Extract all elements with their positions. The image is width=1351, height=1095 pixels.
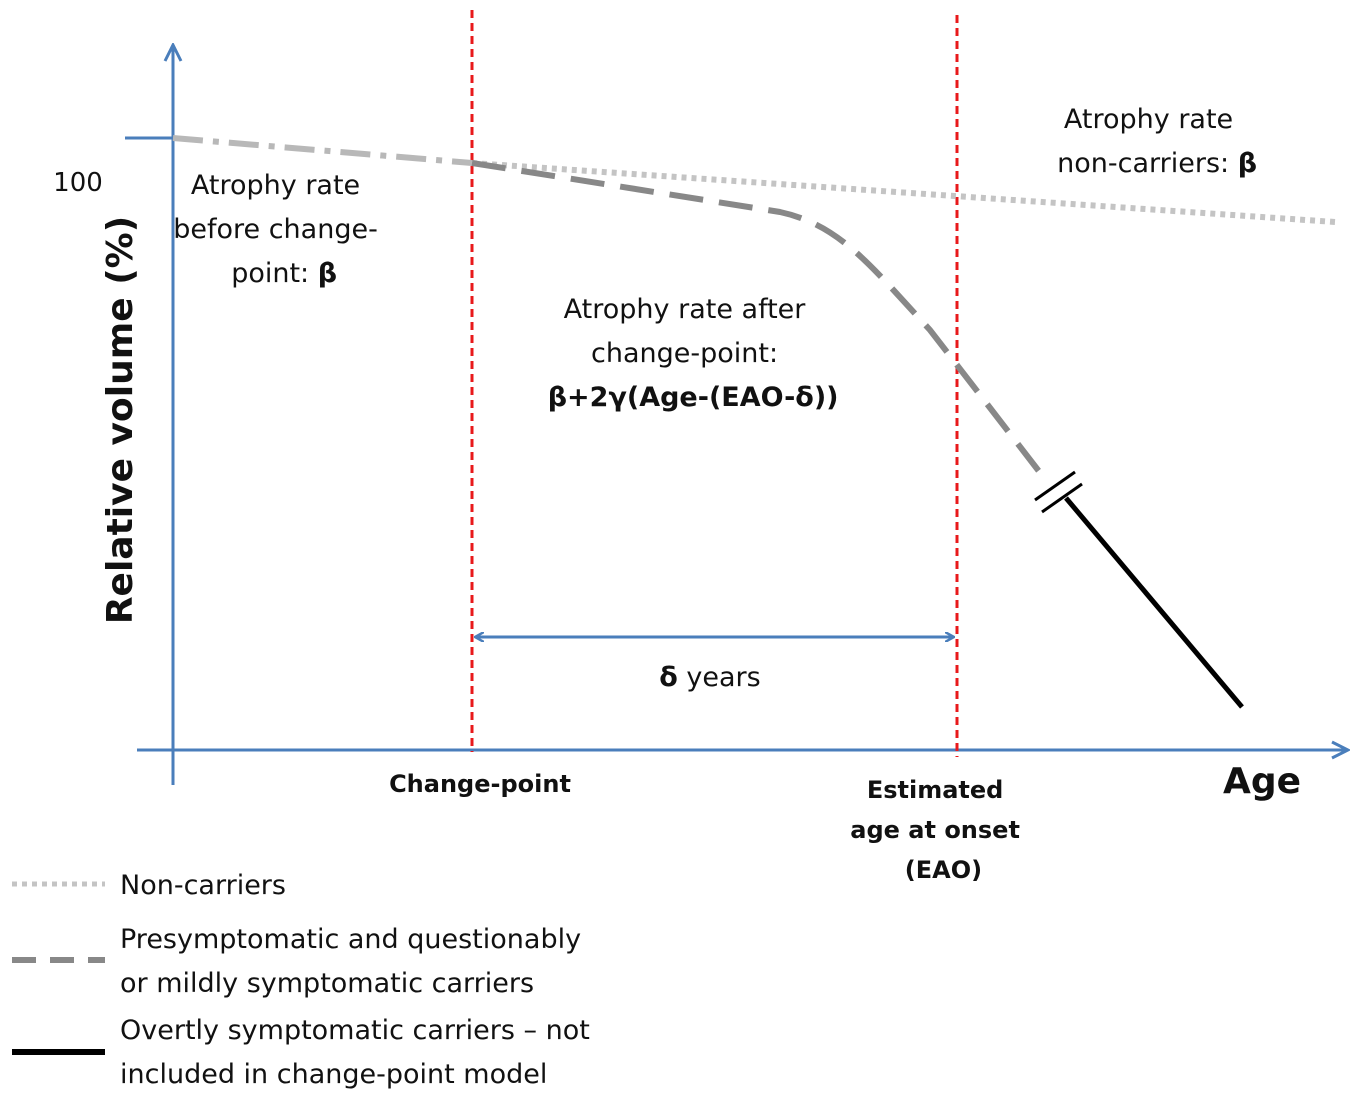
symptomatic-line [1064,496,1244,709]
noncarrier-line [471,160,1336,225]
y-axis-label: Relative volume (%) [100,216,141,624]
pre-change-line [172,135,473,166]
change-point-label: Change-point [389,770,571,798]
noncarrier-annotation: Atrophy rate non-carriers: β [0,0,1283,179]
legend-label: Overtly symptomatic carriers – not inclu… [0,0,633,1090]
after-annotation: Atrophy rate after change-point: β+2γ(Ag… [0,0,864,413]
carrier-curve [471,160,1051,485]
break-mark [1041,482,1083,514]
legend-label: Presymptomatic and questionably or mildl… [0,0,624,999]
before-annotation: Atrophy rate before change- point: β [0,0,421,289]
y-tick-label: 100 [53,168,103,198]
legend-label: Non-carriers [120,870,286,901]
x-axis-label: Age [1223,761,1301,802]
eao-label: Estimated age at onset (EAO) [850,776,1020,884]
interval-label: δ years [659,662,760,693]
break-mark [1034,470,1076,502]
